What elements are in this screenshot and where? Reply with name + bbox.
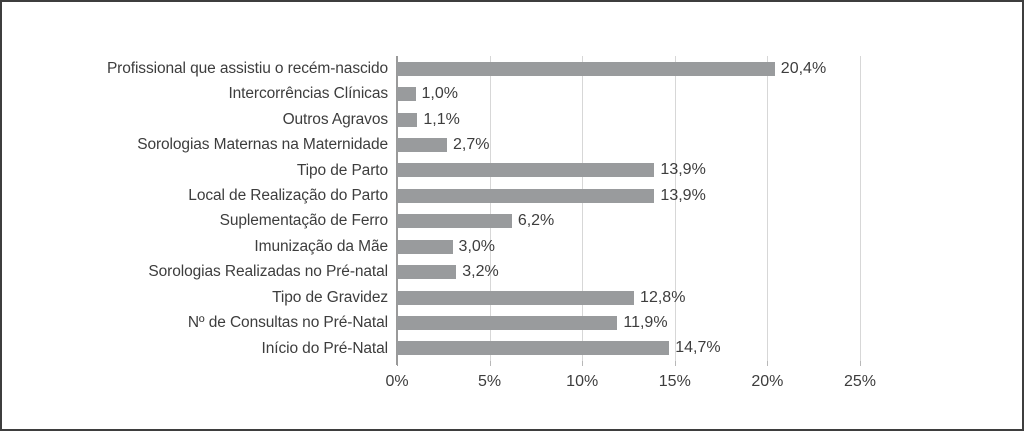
x-axis-tick	[860, 361, 861, 366]
value-label: 13,9%	[660, 161, 706, 179]
category-label: Sorologias Realizadas no Pré-natal	[148, 263, 388, 281]
x-tick-label: 25%	[843, 373, 877, 390]
x-tick-label: 10%	[566, 373, 599, 390]
x-tick-label: 20%	[751, 373, 784, 390]
x-tick-label: 0%	[385, 373, 409, 390]
category-label: Nº de Consultas no Pré-Natal	[187, 314, 388, 332]
category-label: Intercorrências Clínicas	[228, 85, 388, 103]
category-label: Profissional que assistiu o recém-nascid…	[106, 59, 388, 77]
value-label: 13,9%	[660, 186, 706, 204]
x-tick-label: 15%	[658, 373, 691, 390]
value-label: 2,7%	[453, 135, 490, 153]
bar-rows: Profissional que assistiu o recém-nascid…	[2, 56, 1022, 361]
bar	[397, 112, 418, 127]
category-label: Imunização da Mãe	[254, 237, 388, 255]
bar-row: Local de Realização do Parto 13,9%	[2, 183, 1022, 208]
bar	[397, 188, 655, 203]
gridline	[489, 56, 491, 361]
bar-track: 3,2%	[397, 259, 860, 284]
bar-row: Início do Pré-Natal 14,7%	[2, 336, 1022, 361]
gridline	[860, 56, 861, 361]
plot-area	[396, 56, 861, 365]
bar	[397, 214, 512, 229]
bar	[397, 315, 618, 330]
category-label: Tipo de Parto	[296, 161, 388, 179]
bar	[397, 341, 670, 356]
bar-row: Sorologias Maternas na Maternidade 2,7%	[2, 132, 1022, 157]
category-label: Tipo de Gravidez	[272, 288, 388, 306]
bar-track: 14,7%	[397, 336, 860, 361]
bar	[397, 239, 453, 254]
gridline	[582, 56, 584, 361]
bar	[397, 61, 775, 76]
gridline	[674, 56, 676, 361]
category-label: Sorologias Maternas na Maternidade	[137, 136, 388, 154]
x-axis-tick	[582, 361, 584, 366]
category-label: Início do Pré-Natal	[261, 339, 389, 357]
bar-track: 13,9%	[397, 158, 860, 183]
value-label: 20,4%	[780, 59, 827, 77]
bar-track: 20,4%	[397, 56, 860, 81]
bar	[397, 163, 655, 178]
bar-track: 12,8%	[397, 285, 860, 310]
value-label: 6,2%	[517, 212, 555, 230]
value-label: 12,8%	[640, 288, 686, 306]
category-label: Local de Realização do Parto	[188, 187, 388, 205]
y-axis-line	[396, 56, 398, 365]
bar-row: Intercorrências Clínicas 1,0%	[2, 81, 1022, 106]
category-label: Suplementação de Ferro	[219, 212, 389, 230]
category-label: Outros Agravos	[282, 110, 389, 128]
bar-track: 13,9%	[397, 183, 860, 208]
value-label: 11,9%	[623, 313, 668, 331]
gridline	[767, 56, 769, 361]
bar	[397, 265, 457, 280]
value-label: 1,0%	[421, 85, 458, 103]
bar-row: Nº de Consultas no Pré-Natal 11,9%	[2, 310, 1022, 335]
bar-track: 2,7%	[397, 132, 860, 157]
bar	[397, 137, 447, 152]
bar-row: Profissional que assistiu o recém-nascid…	[2, 56, 1022, 81]
bar	[397, 87, 416, 102]
value-label: 14,7%	[675, 339, 721, 357]
bar-track: 11,9%	[397, 310, 860, 335]
value-label: 1,1%	[423, 110, 460, 128]
bar-row: Tipo de Gravidez 12,8%	[2, 285, 1022, 310]
x-axis-tick	[397, 361, 398, 366]
bar-row: Suplementação de Ferro 6,2%	[2, 209, 1022, 234]
bar-row: Sorologias Realizadas no Pré-natal 3,2%	[2, 259, 1022, 284]
bar	[397, 290, 635, 305]
bar-track: 1,0%	[397, 81, 860, 106]
x-tick-label: 5%	[478, 373, 502, 390]
bar-row: Imunização da Mãe 3,0%	[2, 234, 1022, 259]
bar-row: Tipo de Parto 13,9%	[2, 158, 1022, 183]
bar-track: 3,0%	[397, 234, 860, 259]
bar-track: 1,1%	[397, 107, 860, 132]
value-label: 3,0%	[458, 237, 496, 255]
bar-row: Outros Agravos 1,1%	[2, 107, 1022, 132]
x-axis-tick	[489, 361, 491, 366]
x-axis-tick	[674, 361, 676, 366]
value-label: 3,2%	[462, 263, 499, 281]
bar-track: 6,2%	[397, 209, 860, 234]
x-axis-tick	[767, 361, 769, 366]
